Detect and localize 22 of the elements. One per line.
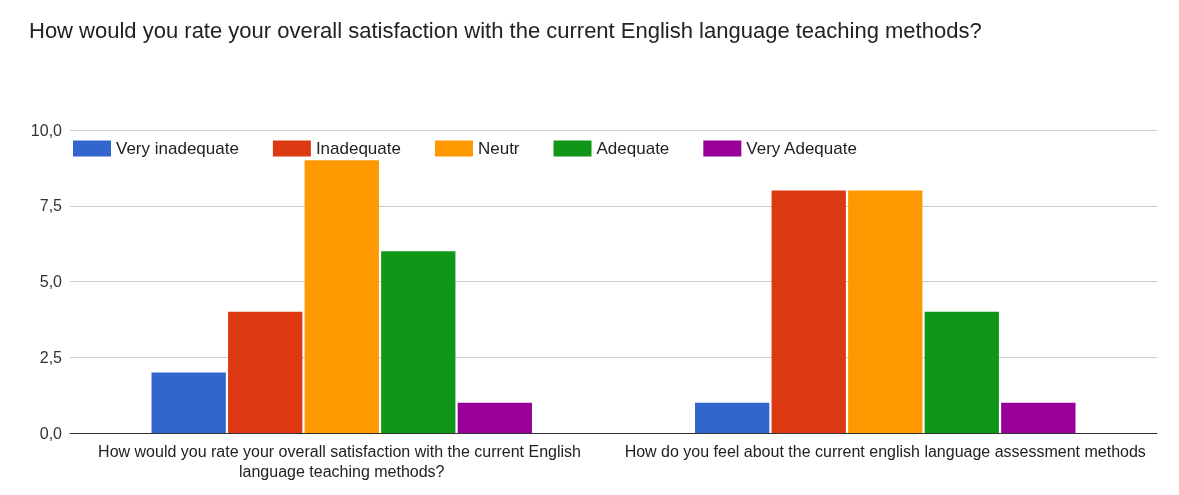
chart-title: How would you rate your overall satisfaction with the current English language teaching methods? xyxy=(29,17,982,43)
legend-label: Adequate xyxy=(596,139,670,158)
bar xyxy=(695,402,770,433)
legend-label: Inadequate xyxy=(315,139,401,158)
y-tick-label: 0,0 xyxy=(39,424,63,442)
bar xyxy=(848,190,923,433)
bar xyxy=(924,311,999,433)
bar xyxy=(304,160,379,433)
bar xyxy=(228,311,303,433)
y-tick-label: 2,5 xyxy=(39,348,63,366)
bar xyxy=(1001,402,1076,433)
y-tick-label: 10,0 xyxy=(30,121,63,139)
bar xyxy=(771,190,846,433)
legend-label: Very Adequate xyxy=(746,139,857,158)
legend-label: Very inadequate xyxy=(116,139,239,158)
y-tick-label: 7,5 xyxy=(39,197,63,215)
y-tick-label: 5,0 xyxy=(39,273,63,290)
bar xyxy=(151,372,226,433)
bar xyxy=(457,402,532,433)
x-tick-label: How do you feel about the current english language assessment methods xyxy=(624,442,1146,460)
legend-label: Neutr xyxy=(477,139,520,158)
bar xyxy=(381,251,456,433)
